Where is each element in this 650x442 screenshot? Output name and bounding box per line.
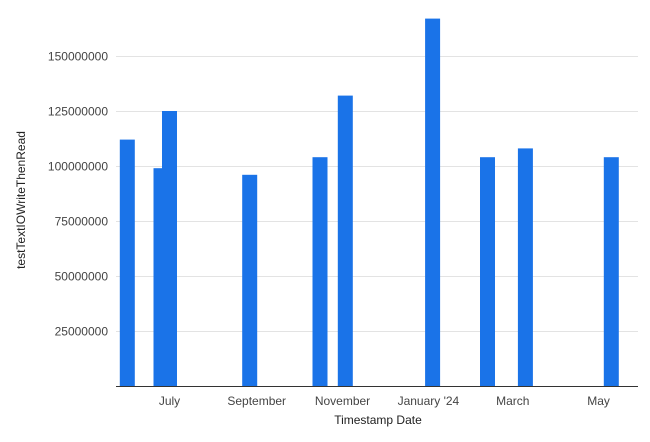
x-tick-label: July bbox=[159, 394, 180, 408]
bar bbox=[242, 174, 258, 386]
bar bbox=[337, 95, 353, 386]
bar bbox=[603, 157, 619, 386]
bar bbox=[312, 157, 328, 386]
y-tick-label: 75000000 bbox=[55, 215, 109, 229]
y-tick-label: 150000000 bbox=[48, 50, 108, 64]
y-tick-label: 100000000 bbox=[48, 160, 108, 174]
y-tick-labels: 25000000 50000000 75000000 100000000 1250000… bbox=[48, 50, 108, 339]
x-tick-label: September bbox=[227, 394, 286, 408]
bar bbox=[162, 111, 177, 386]
x-tick-label: May bbox=[587, 394, 610, 408]
bar bbox=[119, 139, 135, 386]
y-tick-label: 25000000 bbox=[55, 325, 109, 339]
bar bbox=[517, 148, 533, 386]
x-axis-title: Timestamp Date bbox=[334, 413, 422, 427]
y-tick-label: 50000000 bbox=[55, 270, 109, 284]
y-tick-label: 125000000 bbox=[48, 105, 108, 119]
bar bbox=[480, 157, 495, 386]
bars bbox=[119, 18, 619, 386]
x-tick-label: March bbox=[496, 394, 529, 408]
gridlines bbox=[116, 56, 638, 332]
x-tick-label: November bbox=[315, 394, 370, 408]
y-axis-title: testTextIOWriteThenRead bbox=[14, 131, 28, 269]
bar bbox=[425, 18, 441, 386]
x-tick-labels: July September November January '24 March May bbox=[159, 394, 610, 408]
x-tick-label: January '24 bbox=[398, 394, 460, 408]
